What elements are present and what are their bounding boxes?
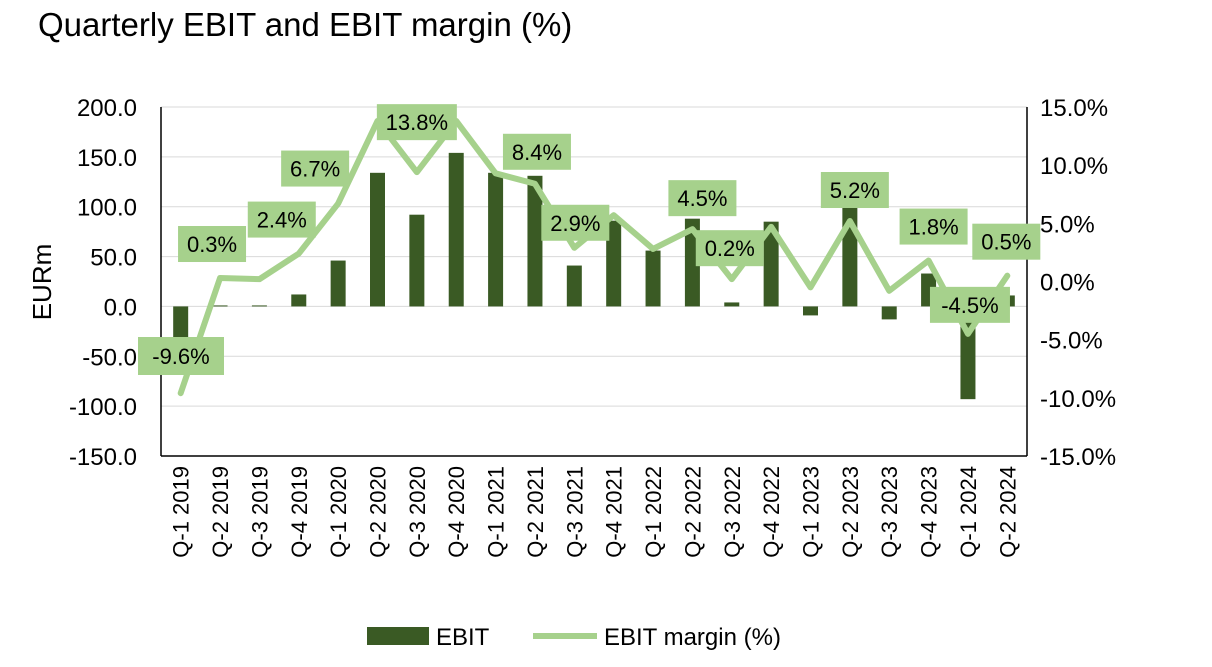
category-label: Q-1 2022 <box>641 466 666 558</box>
y-tick-label: 200.0 <box>77 95 137 122</box>
y2-tick-label: -15.0% <box>1040 444 1116 471</box>
data-label: 2.4% <box>257 208 307 233</box>
left-axis-ticks: 200.0 150.0 100.0 50.0 0.0 -50.0 -100.0 -150.0 <box>69 95 137 471</box>
y-tick-label: 50.0 <box>90 245 137 272</box>
data-label-box <box>247 201 316 238</box>
category-label: Q-3 2020 <box>405 466 430 558</box>
bar <box>212 305 228 307</box>
category-label: Q-1 2019 <box>169 466 194 558</box>
category-labels: Q-1 2019 Q-2 2019 Q-3 2019 Q-4 2019 Q-1 2020… <box>169 466 1021 558</box>
chart-title: Quarterly EBIT and EBIT margin (%) <box>38 6 573 43</box>
data-label-box <box>376 104 457 141</box>
category-label: Q-3 2022 <box>720 466 745 558</box>
y-axis-label: EURm <box>27 244 57 321</box>
data-label-box <box>929 286 1010 323</box>
category-label: Q-4 2019 <box>287 466 312 558</box>
data-label: 4.5% <box>677 186 727 211</box>
bar <box>803 306 818 316</box>
y2-tick-label: 10.0% <box>1040 153 1108 180</box>
bar <box>330 260 346 307</box>
y-tick-label: -50.0 <box>82 344 137 371</box>
data-label-box <box>820 172 889 209</box>
category-label: Q-2 2022 <box>680 466 705 558</box>
data-label: 0.3% <box>187 232 237 257</box>
data-label: -4.5% <box>941 293 998 318</box>
bar <box>251 305 267 307</box>
data-label-box <box>502 133 571 170</box>
data-label: 6.7% <box>290 157 340 182</box>
category-label: Q-2 2024 <box>995 466 1020 558</box>
data-label: 8.4% <box>512 140 562 165</box>
category-label: Q-1 2024 <box>956 466 981 558</box>
data-label: 0.2% <box>705 236 755 261</box>
bar <box>370 172 385 307</box>
legend-label-margin: EBIT margin (%) <box>604 624 781 651</box>
legend-swatch-ebit <box>367 627 429 645</box>
axes <box>160 107 1028 456</box>
y-tick-label: -100.0 <box>69 394 137 421</box>
data-label-box <box>668 180 737 217</box>
data-label: 0.5% <box>981 230 1031 255</box>
data-label-box <box>695 230 764 267</box>
category-label: Q-2 2019 <box>208 466 233 558</box>
category-label: Q-3 2023 <box>877 466 902 558</box>
y2-tick-label: 15.0% <box>1040 95 1108 122</box>
category-label: Q-4 2021 <box>602 466 627 558</box>
category-label: Q-1 2023 <box>799 466 824 558</box>
y2-tick-label: 5.0% <box>1040 211 1095 238</box>
data-label: -9.6% <box>152 344 209 369</box>
bar <box>409 214 425 307</box>
data-label-box <box>541 204 610 241</box>
bar <box>448 152 464 307</box>
category-label: Q-1 2020 <box>326 466 351 558</box>
category-label: Q-2 2023 <box>838 466 863 558</box>
category-label: Q-1 2021 <box>484 466 509 558</box>
data-labels: -9.6% 0.3% 2.4% 6.7% 13.8% 8.4% 2.9% 4.5% 0.2% 5.… <box>138 104 1041 375</box>
data-label-box <box>138 337 224 375</box>
y2-tick-label: 0.0% <box>1040 270 1095 297</box>
category-label: Q-2 2020 <box>366 466 391 558</box>
bar <box>763 221 779 307</box>
y2-tick-label: -10.0% <box>1040 386 1116 413</box>
data-label: 1.8% <box>909 215 959 240</box>
bar <box>566 265 582 307</box>
bar <box>724 302 740 307</box>
bar <box>488 172 504 307</box>
data-label: 2.9% <box>550 211 600 236</box>
data-label-box <box>178 226 247 263</box>
bar <box>527 175 543 307</box>
category-label: Q-4 2023 <box>917 466 942 558</box>
y-tick-label: 100.0 <box>77 195 137 222</box>
category-label: Q-2 2021 <box>523 466 548 558</box>
category-label: Q-3 2019 <box>247 466 272 558</box>
y-tick-label: -150.0 <box>69 444 137 471</box>
y-tick-label: 150.0 <box>77 145 137 172</box>
data-label: 5.2% <box>830 178 880 203</box>
y2-tick-label: -5.0% <box>1040 328 1103 355</box>
data-label: 13.8% <box>386 110 448 135</box>
data-label-box <box>281 150 350 187</box>
bar <box>881 306 897 320</box>
legend-label-ebit: EBIT <box>436 624 490 651</box>
data-label-box <box>899 208 968 245</box>
bar <box>645 250 661 307</box>
category-label: Q-4 2020 <box>444 466 469 558</box>
right-axis-ticks: 15.0% 10.0% 5.0% 0.0% -5.0% -10.0% -15.0% <box>1040 95 1116 471</box>
category-label: Q-3 2021 <box>562 466 587 558</box>
bar <box>606 220 622 307</box>
bar <box>291 294 307 307</box>
data-label-box <box>972 223 1041 260</box>
y-tick-label: 0.0 <box>104 294 137 321</box>
legend: EBIT EBIT margin (%) <box>367 624 781 651</box>
category-label: Q-4 2022 <box>759 466 784 558</box>
